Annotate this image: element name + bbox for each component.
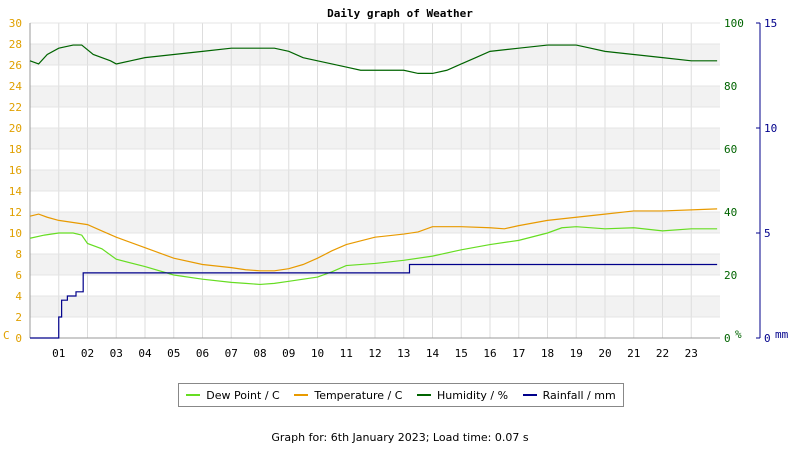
- x-tick-label: 03: [110, 347, 123, 360]
- y-right-humidity-tick-label: 80: [724, 80, 737, 93]
- y-left-tick-label: 0: [15, 332, 22, 345]
- y-left-tick-label: 14: [9, 185, 23, 198]
- legend-swatch: [186, 394, 201, 396]
- y-right-rainfall-tick-label: 10: [764, 122, 777, 135]
- x-tick-label: 04: [138, 347, 152, 360]
- y-right-humidity-tick-label: 20: [724, 269, 737, 282]
- x-tick-label: 01: [52, 347, 65, 360]
- y-left-tick-label: 12: [9, 206, 22, 219]
- y-left-tick-label: 24: [9, 80, 23, 93]
- y-left-tick-label: 16: [9, 164, 22, 177]
- x-tick-label: 05: [167, 347, 180, 360]
- legend-label: Rainfall / mm: [542, 388, 616, 402]
- x-tick-label: 06: [196, 347, 209, 360]
- series-line-2: [29, 44, 718, 74]
- x-tick-label: 23: [685, 347, 698, 360]
- legend-label: Temperature / C: [314, 388, 403, 402]
- y-right-rainfall-tick-label: 0: [764, 332, 771, 345]
- x-tick-label: 16: [483, 347, 496, 360]
- y-left-tick-label: 10: [9, 227, 22, 240]
- legend-item: Rainfall / mm: [522, 388, 616, 402]
- y-left-tick-label: 18: [9, 143, 22, 156]
- legend-label: Dew Point / C: [206, 388, 280, 402]
- y-right-humidity-axis-label: %: [735, 328, 742, 341]
- series-line-0: [29, 226, 718, 286]
- legend-label: Humidity / %: [437, 388, 509, 402]
- x-tick-label: 11: [340, 347, 353, 360]
- legend-swatch: [294, 394, 309, 396]
- legend-swatch: [417, 394, 432, 396]
- footer-text: Graph for: 6th January 2023; Load time: …: [271, 431, 529, 444]
- y-left-tick-label: 26: [9, 59, 22, 72]
- legend: Dew Point / C Temperature / C Humidity / %…: [178, 383, 624, 407]
- chart-title: Daily graph of Weather: [327, 7, 473, 20]
- y-left-tick-label: 2: [15, 311, 22, 324]
- y-left-tick-label: 20: [9, 122, 22, 135]
- x-tick-label: 17: [512, 347, 525, 360]
- y-right-humidity-tick-label: 60: [724, 143, 737, 156]
- x-tick-label: 10: [311, 347, 324, 360]
- x-tick-label: 20: [598, 347, 611, 360]
- legend-item: Dew Point / C: [186, 388, 280, 402]
- y-left-tick-label: 22: [9, 101, 22, 114]
- x-tick-label: 07: [225, 347, 238, 360]
- x-tick-label: 13: [397, 347, 410, 360]
- x-tick-label: 02: [81, 347, 94, 360]
- y-left-tick-label: 8: [15, 248, 22, 261]
- x-tick-label: 18: [541, 347, 554, 360]
- series-line-1: [29, 208, 718, 272]
- y-left-tick-label: 30: [9, 17, 22, 30]
- x-tick-label: 15: [455, 347, 468, 360]
- y-right-rainfall-axis-label: mm: [775, 328, 789, 341]
- x-tick-label: 08: [253, 347, 266, 360]
- x-tick-label: 09: [282, 347, 295, 360]
- y-right-humidity-tick-label: 40: [724, 206, 737, 219]
- y-left-axis-label: C: [3, 329, 10, 342]
- y-right-rainfall-tick-label: 5: [764, 227, 771, 240]
- x-tick-label: 14: [426, 347, 440, 360]
- series-line-3: [30, 263, 718, 339]
- y-right-humidity-tick-label: 0: [724, 332, 731, 345]
- x-tick-label: 19: [570, 347, 583, 360]
- y-right-rainfall-tick-label: 15: [764, 17, 777, 30]
- x-tick-label: 12: [368, 347, 381, 360]
- legend-item: Humidity / %: [417, 389, 508, 402]
- y-left-tick-label: 4: [15, 290, 22, 303]
- x-tick-label: 22: [656, 347, 669, 360]
- y-left-tick-label: 28: [9, 38, 22, 51]
- y-right-humidity-tick-label: 100: [724, 17, 744, 30]
- legend-item: Temperature / C: [294, 389, 402, 402]
- x-tick-label: 21: [627, 347, 640, 360]
- y-left-tick-label: 6: [15, 269, 22, 282]
- legend-swatch: [522, 394, 537, 396]
